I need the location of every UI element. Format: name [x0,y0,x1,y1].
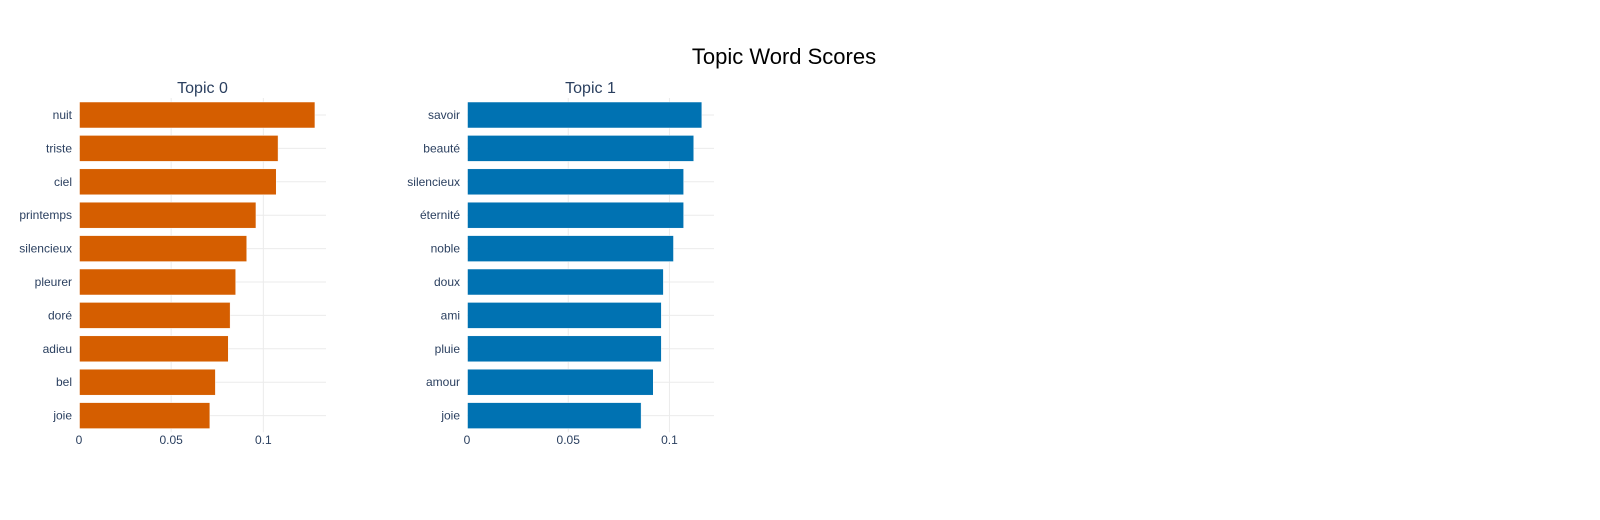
category-label: nuit [53,108,73,122]
bar-silencieux [467,168,684,196]
category-label: pluie [435,342,461,356]
x-tick-label: 0.1 [661,433,678,447]
category-label: bel [56,375,72,389]
bar-triste [79,135,279,162]
subplot-topic-0: Topic 0 0 0.05 0.1 nuit triste ciel printemps si… [19,80,326,447]
x-tick-label: 0 [76,433,83,447]
category-label: doux [434,275,460,289]
bar-ami [467,302,662,329]
category-label: triste [46,141,72,155]
x-tick-label: 0.1 [255,433,272,447]
bar-nuit [79,101,316,129]
category-label: amour [426,375,460,389]
x-tick-label: 0.05 [557,433,581,447]
category-label: doré [48,308,72,322]
x-tick-label: 0.05 [159,433,183,447]
category-label: savoir [428,108,460,122]
bar-doux [467,268,664,296]
subplots-layer: Topic 0 0 0.05 0.1 nuit triste ciel printemps si… [19,80,714,447]
bar-printemps [79,201,257,229]
category-label: silencieux [407,175,460,189]
category-label: adieu [43,342,72,356]
category-label: ami [441,308,460,322]
category-label: noble [431,242,461,256]
bar-adieu [79,335,229,363]
category-label: printemps [19,208,72,222]
category-label: joie [52,409,72,423]
category-label: éternité [420,208,460,222]
subplot-title: Topic 0 [177,80,228,97]
category-label: silencieux [19,242,72,256]
x-tick-label: 0 [464,433,471,447]
bar-pleurer [79,268,236,296]
bar-savoir [467,101,703,129]
bar-bel [79,368,216,396]
chart-title: Topic Word Scores [692,44,876,69]
bar-silencieux [79,235,247,262]
category-label: beauté [423,141,460,155]
category-label: joie [440,409,460,423]
bar-ciel [79,168,277,196]
bar-joie [467,402,642,429]
bar-pluie [467,335,662,363]
category-label: ciel [54,175,72,189]
subplot-topic-1: Topic 1 0 0.05 0.1 savoir beauté silencieux éte… [407,80,714,447]
bar-beauté [467,135,695,162]
category-label: pleurer [35,275,72,289]
bar-éternité [467,201,684,229]
bar-doré [79,302,231,329]
subplot-title: Topic 1 [565,80,616,97]
bar-joie [79,402,211,429]
bar-noble [467,235,674,262]
bar-amour [467,368,654,396]
